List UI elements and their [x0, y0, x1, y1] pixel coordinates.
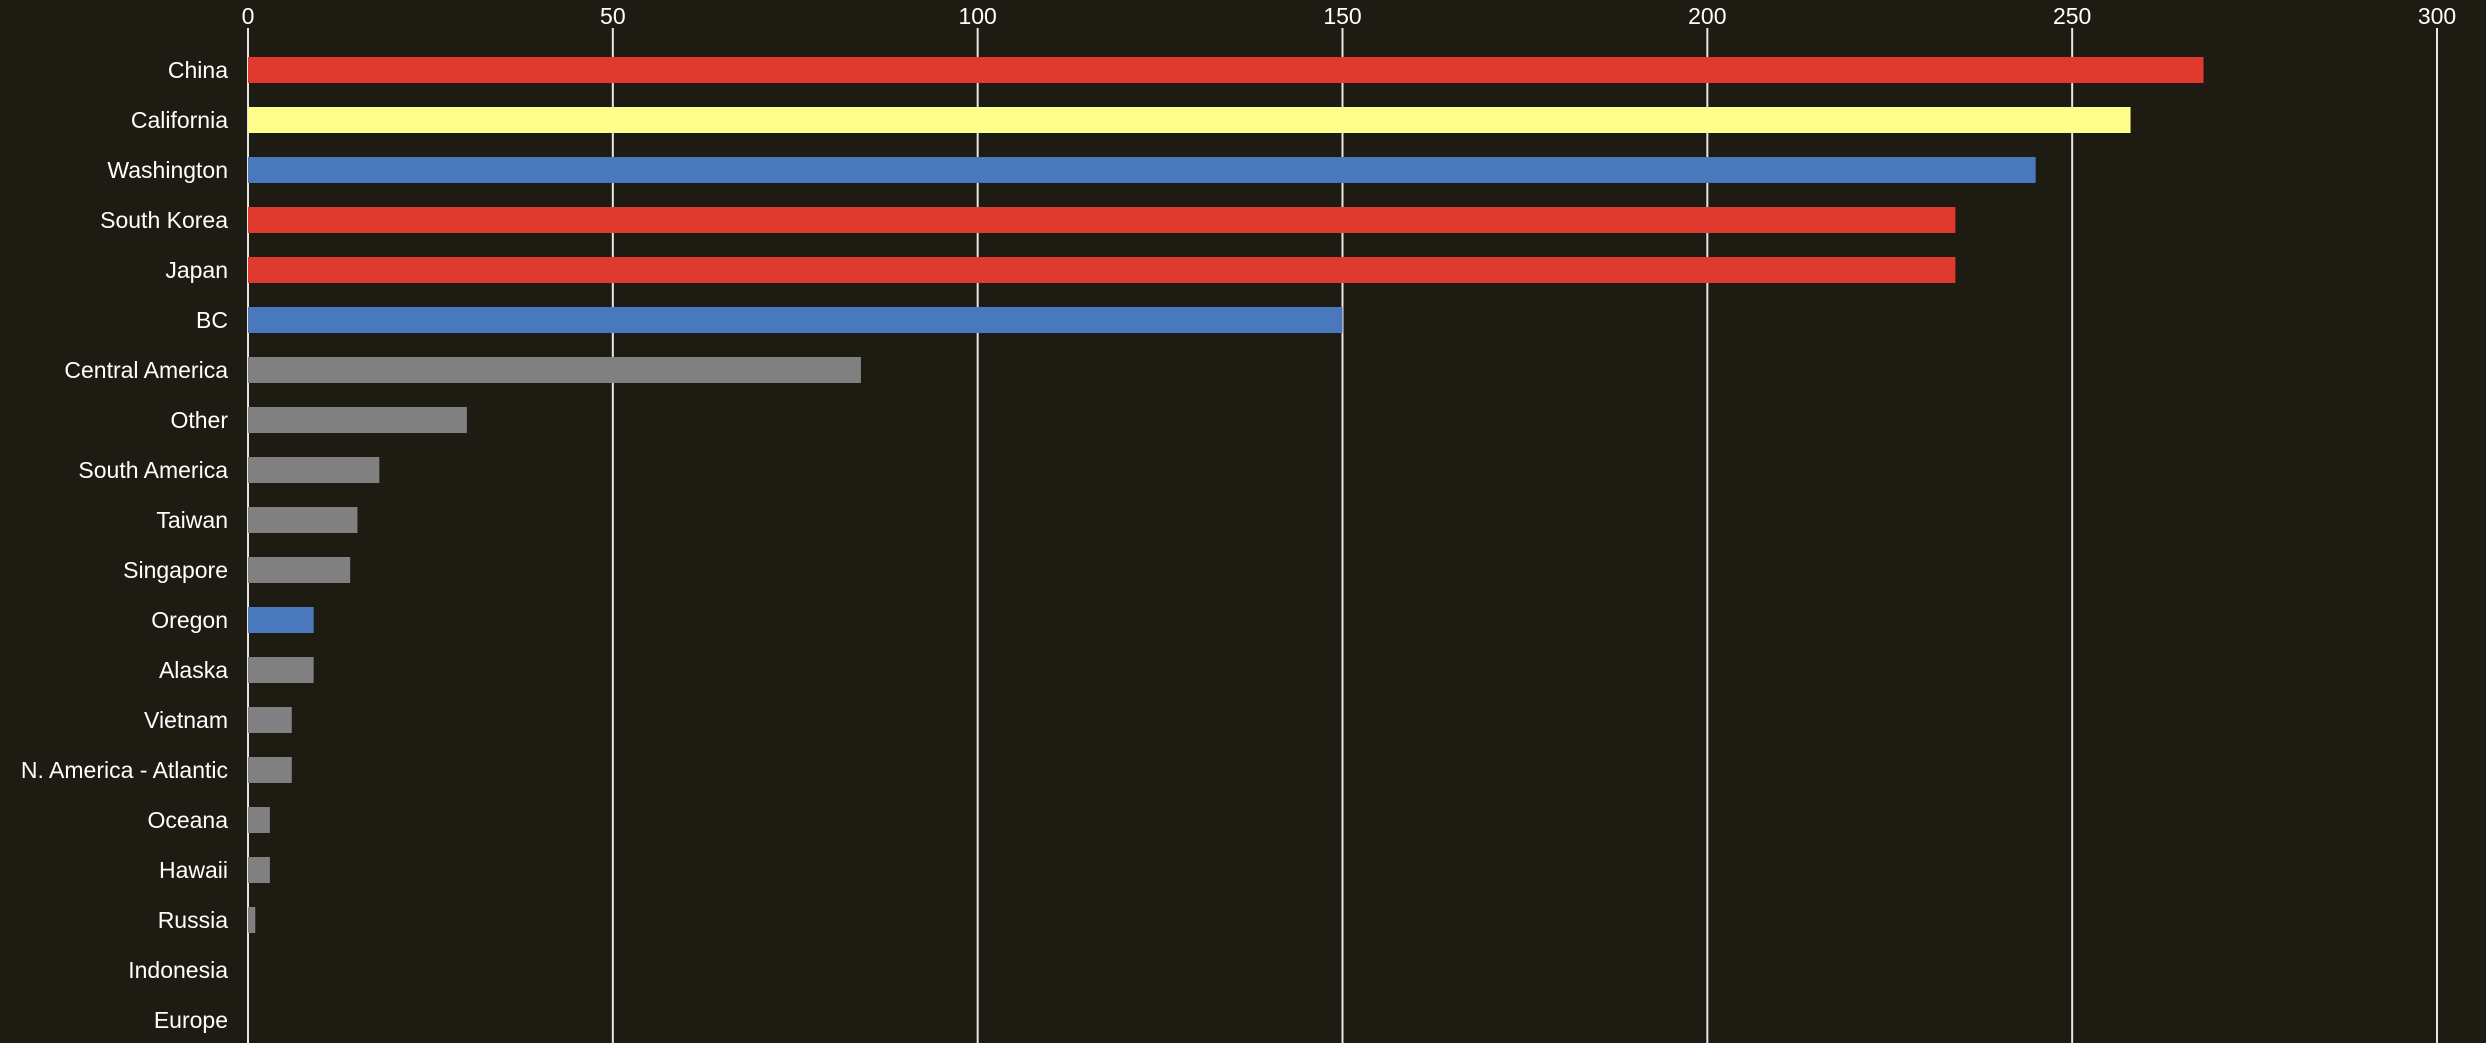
grid-lines	[247, 28, 2438, 1043]
category-label: N. America - Atlantic	[21, 757, 228, 783]
bar-central-america	[248, 357, 861, 383]
x-tick-label: 0	[242, 3, 255, 29]
x-tick-label: 150	[1323, 3, 1361, 29]
category-label: Russia	[158, 907, 229, 933]
category-label: Alaska	[159, 657, 228, 683]
x-tick-label: 300	[2418, 3, 2456, 29]
category-label: BC	[196, 307, 228, 333]
bar-bc	[248, 307, 1343, 333]
category-label: Central America	[64, 357, 228, 383]
bar-japan	[248, 257, 1956, 283]
bar-hawaii	[248, 857, 270, 883]
bars	[248, 57, 2204, 933]
bar-n-america-atlantic	[248, 757, 292, 783]
bar-alaska	[248, 657, 314, 683]
x-tick-label: 250	[2053, 3, 2091, 29]
category-label: China	[168, 57, 228, 83]
category-labels: China California Washington South Korea Japa…	[21, 57, 228, 1033]
category-label: Taiwan	[156, 507, 228, 533]
bar-south-korea	[248, 207, 1956, 233]
category-label: South America	[78, 457, 228, 483]
category-label: Other	[170, 407, 228, 433]
bar-china	[248, 57, 2204, 83]
bar-vietnam	[248, 707, 292, 733]
category-label: Hawaii	[159, 857, 228, 883]
category-label: Oceana	[147, 807, 228, 833]
x-tick-label: 50	[600, 3, 626, 29]
category-label: Vietnam	[144, 707, 228, 733]
bar-taiwan	[248, 507, 358, 533]
x-axis-ticks: 0 50 100 150 200 250 300	[242, 3, 2457, 29]
bar-oregon	[248, 607, 314, 633]
x-tick-label: 200	[1688, 3, 1726, 29]
category-label: Washington	[107, 157, 228, 183]
category-label: Oregon	[151, 607, 228, 633]
category-label: California	[131, 107, 228, 133]
category-label: Singapore	[123, 557, 228, 583]
category-label: South Korea	[100, 207, 228, 233]
category-label: Indonesia	[128, 957, 228, 983]
bar-other	[248, 407, 467, 433]
bar-russia	[248, 907, 256, 933]
bar-washington	[248, 157, 2036, 183]
x-tick-label: 100	[958, 3, 996, 29]
bar-singapore	[248, 557, 351, 583]
category-label: Europe	[154, 1007, 228, 1033]
bar-south-america	[248, 457, 380, 483]
bar-oceana	[248, 807, 270, 833]
category-label: Japan	[165, 257, 228, 283]
bar-california	[248, 107, 2131, 133]
